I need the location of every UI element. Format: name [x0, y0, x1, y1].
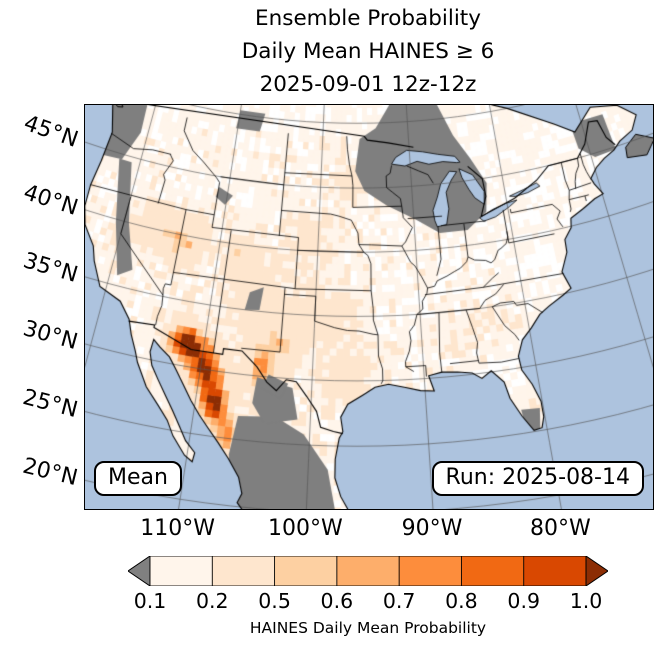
- colorbar-tick-label: 0.5: [258, 589, 291, 613]
- colorbar-tick-label: 0.8: [445, 589, 478, 613]
- colorbar-tick-label: 0.7: [382, 589, 416, 613]
- colorbar-under-arrow: [127, 555, 151, 587]
- colorbar-segment: [336, 555, 401, 587]
- lat-tick-label: 40°N: [20, 179, 81, 221]
- lat-tick-label: 30°N: [20, 316, 81, 355]
- colorbar-bar: [127, 555, 609, 587]
- colorbar-segment: [523, 555, 587, 587]
- colorbar-tick-label: 1.0: [569, 589, 603, 613]
- colorbar-label: HAINES Daily Mean Probability: [249, 619, 487, 637]
- colorbar-tick-label: 0.1: [133, 589, 167, 613]
- lon-tick-label: 90°W: [401, 516, 463, 541]
- figure-title: Ensemble Probability Daily Mean HAINES ≥…: [0, 2, 671, 101]
- map-panel: Mean Run: 2025-08-14: [84, 104, 654, 510]
- lat-tick-label: 45°N: [20, 111, 82, 153]
- colorbar: HAINES Daily Mean Probability 0.1 0.2 0.5 0…: [127, 555, 609, 652]
- lon-tick-label: 110°W: [140, 516, 215, 541]
- colorbar-segment: [149, 555, 214, 587]
- map-canvas: [85, 105, 653, 509]
- colorbar-segment: [211, 555, 276, 587]
- lon-tick-label: 100°W: [268, 516, 343, 541]
- colorbar-segment: [274, 555, 338, 587]
- colorbar-segment: [460, 555, 525, 587]
- colorbar-tick-label: 0.6: [320, 589, 354, 613]
- mean-badge: Mean: [94, 461, 182, 496]
- colorbar-tick-label: 0.9: [507, 589, 541, 613]
- colorbar-over-arrow: [585, 555, 609, 587]
- lon-tick-label: 80°W: [530, 516, 591, 541]
- title-line-3: 2025-09-01 12z-12z: [259, 72, 477, 97]
- lat-tick-label: 35°N: [20, 248, 81, 288]
- colorbar-segment: [398, 555, 463, 587]
- title-line-2: Daily Mean HAINES ≥ 6: [241, 39, 495, 64]
- colorbar-tick-label: 0.2: [195, 589, 229, 613]
- lat-tick-label: 20°N: [20, 454, 80, 492]
- title-line-1: Ensemble Probability: [255, 6, 481, 31]
- run-badge: Run: 2025-08-14: [431, 461, 644, 496]
- lat-tick-label: 25°N: [20, 384, 81, 423]
